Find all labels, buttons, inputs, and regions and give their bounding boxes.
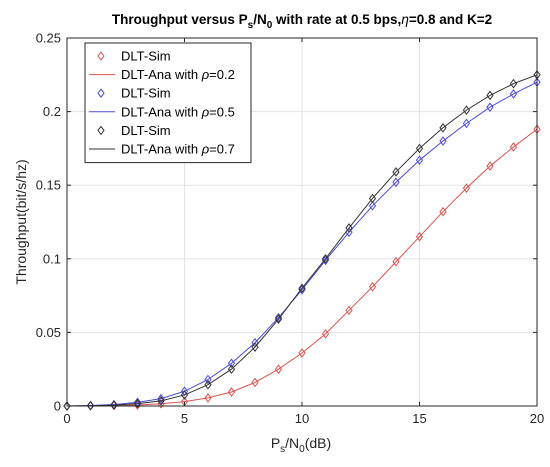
chart-title: Throughput versus Ps/N0 with rate at 0.5… (112, 12, 492, 31)
data-point (462, 118, 471, 129)
data-point (368, 200, 377, 211)
y-tick-label: 0.05 (36, 325, 61, 340)
series-1 (63, 77, 541, 411)
legend-box (84, 42, 252, 164)
y-tick-label: 0.15 (36, 178, 61, 193)
data-point (251, 377, 259, 388)
data-point (298, 348, 306, 358)
data-point (204, 379, 212, 390)
data-point (345, 305, 353, 316)
legend-marker (97, 51, 105, 61)
data-point (509, 78, 518, 89)
legend: DLT-Sim DLT-Ana with ρ=0.2 DLT-Sim DLT-Ana … (84, 42, 252, 164)
data-point (415, 231, 424, 242)
legend-entry: DLT-Ana with ρ=0.7 (89, 142, 235, 157)
data-point (227, 364, 236, 375)
data-point (157, 396, 165, 406)
data-point (321, 255, 330, 266)
y-tick-label: 0.1 (43, 251, 61, 266)
series-line (66, 74, 538, 407)
data-point (439, 136, 447, 146)
legend-marker (97, 125, 105, 136)
data-point (486, 102, 494, 113)
data-point (274, 364, 283, 375)
data-point (439, 122, 447, 133)
data-point (274, 314, 283, 324)
y-tick-label: 0.2 (43, 104, 61, 119)
data-point (368, 193, 377, 204)
axis-ticks: 0 5 10 15 20 0 0.05 0.1 0.15 0.2 0.25 (36, 31, 545, 427)
data-point (321, 253, 330, 264)
data-point (133, 398, 142, 409)
data-point (298, 283, 306, 294)
y-axis-label: Throughput(bit/s/hz) (13, 159, 29, 284)
x-tick-label: 5 (181, 411, 188, 426)
legend-label: DLT-Ana with ρ=0.5 (121, 104, 235, 119)
data-point (392, 177, 400, 188)
data-point (86, 400, 95, 411)
legend-label: DLT-Sim (121, 49, 171, 64)
legend-entry: DLT-Sim (97, 49, 171, 64)
legend-label: DLT-Ana with ρ=0.2 (121, 67, 235, 82)
data-point (439, 206, 447, 217)
data-point (298, 284, 306, 295)
data-point (392, 167, 400, 177)
data-point (180, 390, 189, 400)
data-point (415, 155, 424, 166)
plot-series (63, 69, 541, 411)
y-tick-label: 0 (54, 399, 61, 414)
legend-entry: DLT-Sim (97, 123, 171, 138)
legend-label: DLT-Sim (121, 86, 171, 101)
y-tick-label: 0.25 (36, 31, 61, 46)
data-point (486, 90, 494, 101)
data-point (227, 387, 236, 397)
legend-entry: DLT-Sim (97, 86, 171, 101)
data-point (157, 393, 165, 404)
x-tick-label: 20 (530, 411, 544, 426)
series-line (66, 81, 538, 407)
legend-entry: DLT-Ana with ρ=0.5 (89, 104, 235, 119)
data-point (368, 281, 377, 292)
data-point (345, 223, 353, 233)
data-point (227, 358, 236, 369)
x-tick-label: 15 (412, 411, 426, 426)
data-point (509, 89, 518, 99)
data-point (462, 105, 471, 115)
x-tick-label: 10 (295, 411, 309, 426)
legend-label: DLT-Ana with ρ=0.7 (121, 142, 235, 157)
data-point (110, 400, 118, 410)
data-point (486, 161, 494, 171)
data-point (204, 374, 212, 385)
series-line (66, 128, 538, 407)
data-point (509, 142, 518, 152)
data-point (321, 329, 330, 339)
legend-entry: DLT-Ana with ρ=0.2 (89, 67, 235, 82)
data-point (462, 183, 471, 193)
data-point (204, 393, 212, 403)
data-point (63, 401, 71, 411)
data-point (392, 256, 400, 267)
legend-label: DLT-Sim (121, 123, 171, 138)
x-axis-label: Ps/N0(dB) (271, 435, 331, 455)
x-tick-label: 0 (63, 411, 70, 426)
data-point (415, 143, 424, 154)
data-point (251, 342, 259, 352)
legend-marker (97, 88, 105, 99)
